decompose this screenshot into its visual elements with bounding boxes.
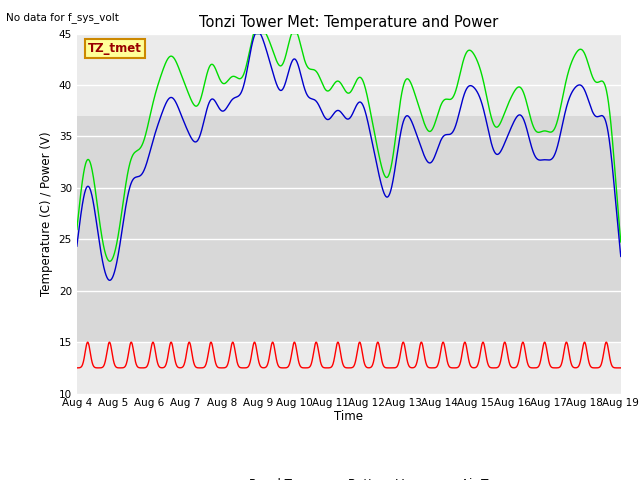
Air T	[365, 123, 372, 129]
Bar	[77, 116, 621, 342]
Text: TZ_tmet: TZ_tmet	[88, 42, 141, 55]
Battery V	[376, 350, 384, 356]
Air T	[570, 87, 577, 93]
Battery V	[225, 359, 232, 364]
Battery V	[507, 364, 515, 370]
Panel T	[377, 160, 385, 166]
Y-axis label: Temperature (C) / Power (V): Temperature (C) / Power (V)	[40, 132, 53, 296]
Panel T	[250, 31, 257, 36]
Air T	[617, 253, 625, 259]
Panel T	[584, 61, 592, 67]
Battery V	[73, 365, 81, 371]
Legend: Panel T, Battery V, Air T: Panel T, Battery V, Air T	[205, 473, 493, 480]
Line: Air T: Air T	[77, 34, 621, 280]
Battery V	[569, 364, 577, 370]
Battery V	[312, 339, 320, 345]
Title: Tonzi Tower Met: Temperature and Power: Tonzi Tower Met: Temperature and Power	[199, 15, 499, 30]
Panel T	[73, 227, 81, 232]
Battery V	[584, 355, 592, 361]
Air T	[377, 179, 385, 185]
Air T	[508, 125, 515, 131]
Panel T	[225, 77, 232, 83]
X-axis label: Time: Time	[334, 410, 364, 423]
Panel T	[570, 56, 577, 61]
Air T	[252, 31, 259, 36]
Line: Battery V: Battery V	[77, 342, 621, 368]
Battery V	[365, 365, 372, 371]
Air T	[73, 243, 81, 249]
Panel T	[508, 95, 515, 100]
Air T	[225, 102, 232, 108]
Text: No data for f_sys_volt: No data for f_sys_volt	[6, 12, 119, 23]
Air T	[106, 277, 114, 283]
Panel T	[106, 258, 114, 264]
Air T	[584, 97, 592, 103]
Line: Panel T: Panel T	[77, 34, 621, 261]
Battery V	[617, 365, 625, 371]
Panel T	[365, 101, 372, 107]
Panel T	[617, 239, 625, 245]
